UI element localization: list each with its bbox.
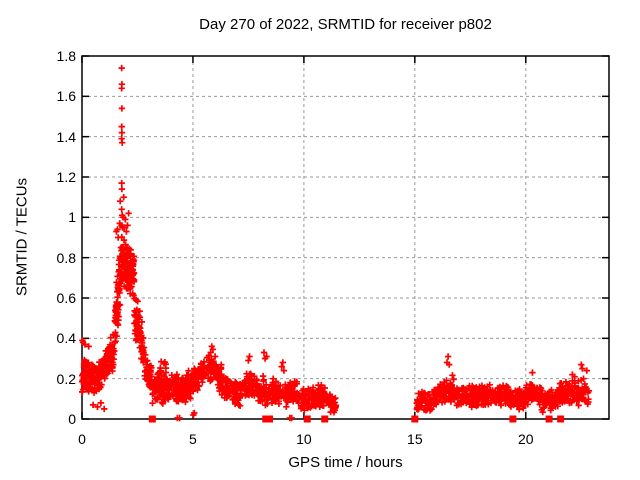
- x-tick-label: 5: [189, 431, 197, 447]
- y-tick-label: 1: [68, 209, 76, 226]
- x-tick-label: 0: [78, 431, 86, 447]
- chart-title: Day 270 of 2022, SRMTID for receiver p80…: [199, 16, 492, 33]
- y-tick-label: 0: [68, 411, 76, 427]
- plot-border: [81, 55, 610, 420]
- scatter-point-square: [411, 415, 419, 423]
- y-tick-label: 0.4: [56, 330, 76, 347]
- scatter-point-square: [266, 415, 274, 423]
- scatter-point-square: [303, 415, 311, 423]
- scatter-point-square: [545, 415, 553, 423]
- x-tick-label: 10: [296, 431, 312, 447]
- y-tick-label: 0.6: [56, 290, 76, 306]
- scatter-point-square: [557, 415, 565, 423]
- scatter-point-square: [148, 415, 156, 423]
- y-tick-label: 1.4: [56, 128, 76, 145]
- y-tick-label: 1.8: [56, 48, 76, 64]
- y-tick-label: 0.8: [56, 249, 76, 266]
- scatter-point-square: [509, 415, 517, 423]
- scatter-points-plus: [78, 64, 593, 422]
- y-axis-label: SRMTID / TECUs: [13, 177, 31, 297]
- x-axis-label: GPS time / hours: [288, 454, 403, 471]
- x-tick-label: 20: [517, 431, 534, 447]
- y-tick-label: 0.2: [56, 370, 76, 387]
- y-tick-label: 1.2: [56, 169, 76, 185]
- x-tick-label: 15: [407, 431, 423, 447]
- scatter-point-square: [321, 415, 329, 423]
- y-tick-label: 1.6: [56, 88, 76, 105]
- scatter-point-square: [262, 415, 270, 423]
